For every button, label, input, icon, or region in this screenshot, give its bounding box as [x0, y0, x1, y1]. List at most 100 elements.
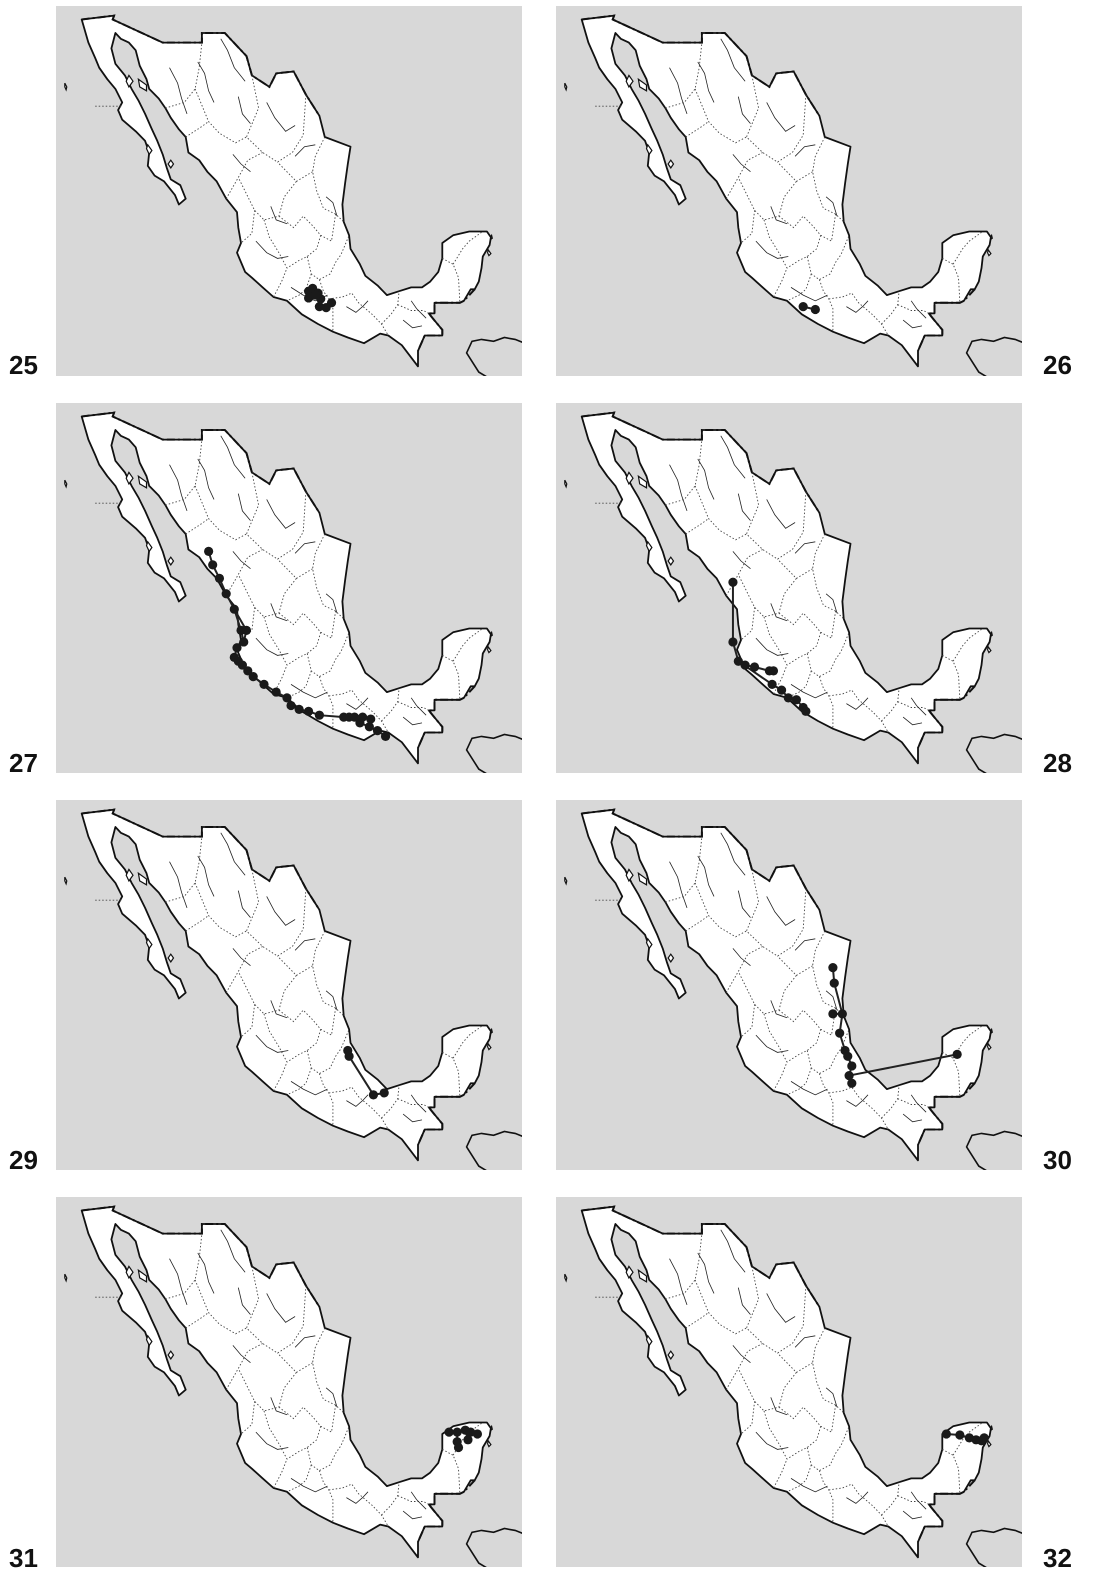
river: [697, 458, 715, 500]
locality-point: [740, 660, 750, 670]
locality-point: [768, 666, 779, 676]
river: [237, 1287, 251, 1315]
river: [770, 603, 788, 622]
river: [910, 1094, 927, 1113]
state-boundary: [237, 177, 297, 221]
river: [232, 154, 251, 173]
state-boundary: [812, 533, 845, 620]
international-border: [81, 14, 321, 117]
state-boundary: [694, 1279, 747, 1335]
river: [270, 206, 288, 225]
river: [402, 1113, 423, 1123]
island: [645, 143, 653, 156]
state-boundary: [240, 1004, 256, 1038]
state-boundary: [777, 161, 813, 182]
river: [220, 38, 246, 82]
locality-point: [728, 637, 738, 647]
river: [770, 206, 788, 225]
state-boundary: [737, 1368, 797, 1412]
river: [290, 1081, 328, 1096]
state-boundary: [452, 1026, 482, 1059]
island: [645, 1334, 653, 1347]
distribution-records: [798, 302, 820, 315]
river: [255, 637, 289, 656]
island: [167, 556, 175, 566]
river: [902, 319, 923, 329]
map-panel-28: [556, 403, 1022, 773]
locality-point: [271, 687, 281, 697]
record-connector: [848, 1053, 958, 1077]
island: [564, 1273, 568, 1283]
river: [294, 541, 316, 554]
figure-number-25: 25: [9, 350, 38, 380]
river: [755, 637, 789, 656]
locality-point: [444, 1427, 454, 1437]
state-boundary: [786, 273, 812, 302]
state-boundary: [685, 518, 709, 535]
river: [755, 240, 789, 259]
map-panel-26: [556, 6, 1022, 376]
international-border: [81, 1205, 321, 1308]
river: [790, 684, 828, 699]
southern-border: [417, 685, 476, 749]
locality-point: [379, 1088, 389, 1098]
locality-point: [286, 700, 296, 711]
river: [266, 896, 296, 926]
map-svg: [56, 6, 522, 376]
central-america-coastline: [465, 1130, 522, 1170]
island: [667, 1350, 675, 1360]
state-boundary: [881, 1085, 900, 1119]
locality-point: [349, 712, 360, 722]
river: [220, 435, 246, 479]
river: [410, 697, 427, 716]
locality-point: [767, 679, 777, 689]
river: [766, 1293, 796, 1323]
distribution-records: [343, 1045, 389, 1100]
river: [902, 1510, 923, 1520]
mexico-landmass: [580, 411, 992, 765]
state-boundary: [165, 836, 203, 903]
island: [125, 471, 134, 486]
river: [402, 319, 423, 329]
locality-point: [314, 302, 324, 312]
state-boundary: [685, 121, 709, 138]
southern-border: [417, 1082, 476, 1146]
figure-number-26: 26: [1043, 350, 1072, 380]
state-boundary: [318, 1073, 334, 1126]
state-boundary: [665, 1233, 703, 1300]
state-boundary: [442, 655, 461, 700]
locality-point: [847, 1078, 857, 1088]
island: [486, 645, 492, 654]
island: [125, 868, 134, 883]
river: [294, 938, 316, 951]
river: [794, 541, 816, 554]
state-boundary: [397, 1098, 430, 1108]
river: [346, 300, 369, 313]
island: [137, 871, 148, 886]
state-boundary: [740, 210, 756, 244]
river: [737, 890, 751, 918]
river: [402, 716, 423, 726]
mexico-landmass: [80, 411, 492, 765]
state-boundary: [185, 121, 209, 138]
locality-point: [791, 695, 802, 705]
state-boundary: [185, 518, 209, 535]
locality-point: [952, 1049, 962, 1059]
island: [486, 1042, 492, 1051]
mexico-landmass: [80, 14, 492, 368]
state-boundary: [225, 152, 263, 199]
river: [902, 1113, 923, 1123]
state-boundary: [745, 1266, 807, 1354]
state-boundary: [740, 607, 756, 641]
river: [346, 697, 369, 710]
island: [986, 645, 992, 654]
river: [720, 832, 746, 876]
river: [910, 300, 927, 319]
state-boundary: [725, 549, 763, 596]
island: [490, 233, 493, 241]
state-boundary: [818, 676, 834, 729]
river: [825, 990, 838, 1011]
state-boundary: [278, 214, 337, 242]
state-boundary: [942, 258, 961, 303]
map-svg: [56, 1197, 522, 1567]
